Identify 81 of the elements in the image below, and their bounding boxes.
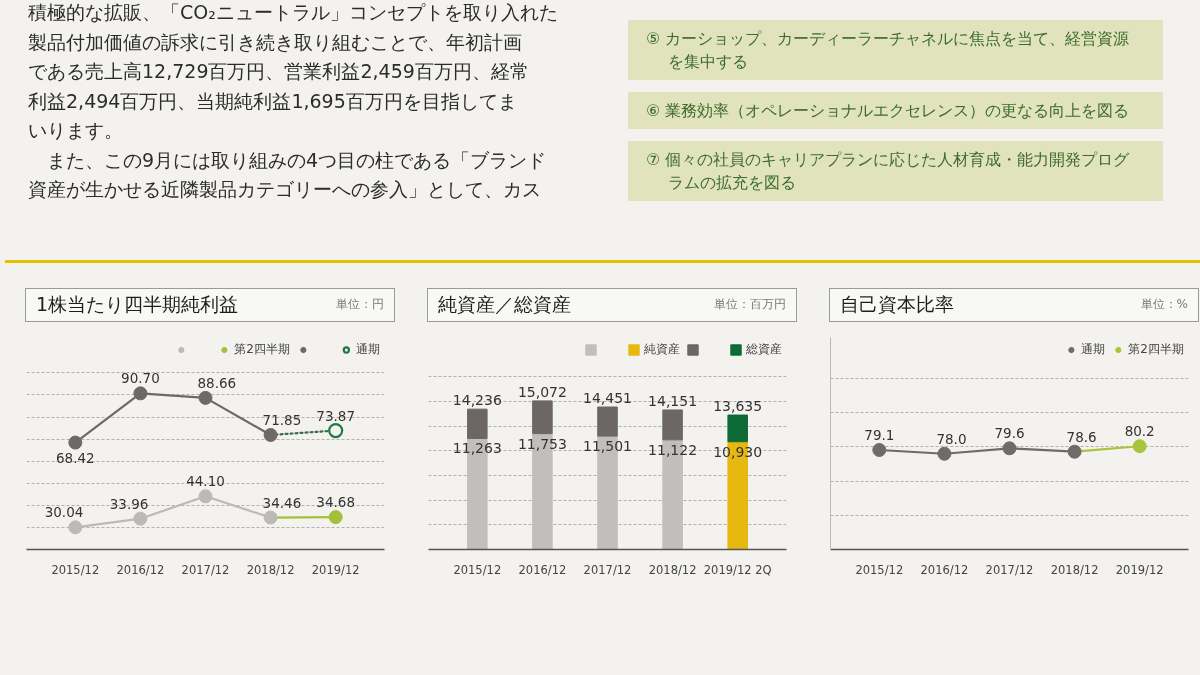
chart-subtitle: 単位：%	[1140, 296, 1188, 314]
text: ⑤ カーショップ、カーディーラーチャネルに焦点を当て、経営資源を集中する	[628, 20, 1163, 80]
data-label: 78.0	[936, 430, 967, 447]
text: ⑦ 個々の社員のキャリアプランに応じた人材育成・能力開発プログラムの拡充を図る	[628, 141, 1163, 201]
chart-title: 自己資本比率	[840, 292, 954, 318]
point	[263, 428, 278, 442]
text: また、この9月には取り組みの4つ目の柱である「ブランド	[46, 147, 548, 173]
text: 資産が生かせる近隣製品カテゴリーへの参入」として、カス	[28, 177, 542, 202]
text: 積極的な拡販、「CO₂ニュートラル」コンセプトを取り入れた	[28, 0, 558, 25]
x-tick-label: 2016/12	[518, 562, 567, 577]
total-label: 15,072	[517, 383, 567, 400]
text: 利益2,494百万円、当期純利益1,695百万円を目指してま	[28, 88, 518, 114]
chart-title: 1株当たり四半期純利益	[36, 292, 239, 318]
legend-label: 第2四半期	[1128, 341, 1184, 358]
point	[263, 510, 278, 525]
x-tick-label: 2015/12	[453, 562, 502, 577]
data-label: 11,753	[517, 435, 567, 452]
data-label: 79.1	[864, 427, 895, 443]
x-tick-label: 2015/12	[855, 562, 904, 577]
x-tick-label: 2017/12	[181, 562, 230, 577]
chart-subtitle: 単位：百万円	[714, 296, 786, 314]
point	[68, 520, 83, 535]
bar	[532, 400, 553, 435]
point	[328, 510, 343, 525]
x-tick-label: 2016/12	[116, 562, 165, 577]
x-tick-label: 2018/12	[246, 562, 295, 577]
data-label: 34.68	[316, 494, 356, 511]
x-tick-label: 2016/12	[920, 562, 969, 577]
point	[133, 511, 148, 526]
total-label: 14,151	[648, 392, 698, 409]
legend-label: 通期	[1081, 341, 1106, 358]
total-label: 14,451	[583, 390, 633, 407]
point	[133, 386, 148, 401]
data-label: 80.2	[1124, 423, 1155, 440]
data-label: 44.10	[186, 473, 225, 490]
x-tick-label: 2018/12	[1050, 562, 1099, 577]
data-label: 11,501	[583, 438, 633, 455]
text: 製品付加価値の訴求に引き続き取り組むことで、年初計画	[28, 29, 523, 55]
chart-subtitle: 単位：円	[336, 296, 384, 314]
legend-label: 通期	[356, 341, 380, 358]
legend-label: 純資産	[644, 341, 680, 358]
text: ⑥ 業務効率（オペレーショナルエクセレンス）の更なる向上を図る	[628, 92, 1163, 129]
x-tick-label: 2017/12	[583, 562, 632, 577]
bar	[467, 408, 488, 439]
x-tick-label: 2019/12	[1115, 562, 1164, 577]
data-label: 11,263	[452, 440, 502, 457]
point	[198, 390, 213, 405]
point	[937, 446, 952, 461]
data-label: 88.66	[197, 374, 237, 391]
point	[198, 489, 213, 504]
bar	[727, 414, 748, 443]
x-tick-label: 2019/12	[311, 562, 360, 577]
legend-label: 第2四半期	[234, 341, 290, 358]
data-label: 71.85	[262, 412, 302, 428]
x-tick-label: 2015/12	[51, 562, 100, 577]
point	[1067, 444, 1082, 459]
data-label: 73.87	[316, 407, 356, 424]
data-label: 30.04	[44, 504, 84, 521]
point	[328, 422, 344, 439]
bar	[662, 409, 683, 441]
total-label: 14,236	[452, 392, 502, 409]
data-label: 78.6	[1066, 428, 1097, 445]
text: である売上高12,729百万円、営業利益2,459百万円、経常	[28, 59, 530, 84]
x-tick-label: 2018/12	[648, 562, 697, 577]
point	[68, 435, 83, 450]
point	[1002, 441, 1017, 456]
data-label: 11,122	[648, 441, 698, 458]
data-label: 33.96	[109, 495, 149, 512]
point	[1132, 439, 1147, 454]
legend-label: 総資産	[746, 341, 782, 358]
bar	[597, 406, 618, 437]
data-label: 79.6	[994, 425, 1025, 442]
x-tick-label: 2019/12 2Q	[703, 562, 772, 577]
data-label: 90.70	[121, 370, 160, 387]
point	[872, 443, 887, 457]
text: いります。	[28, 118, 124, 143]
data-label: 68.42	[55, 449, 95, 466]
chart-title: 純資産／総資産	[438, 292, 571, 318]
x-tick-label: 2017/12	[985, 562, 1034, 577]
data-label: 34.46	[262, 494, 302, 511]
total-label: 13,635	[713, 398, 763, 415]
